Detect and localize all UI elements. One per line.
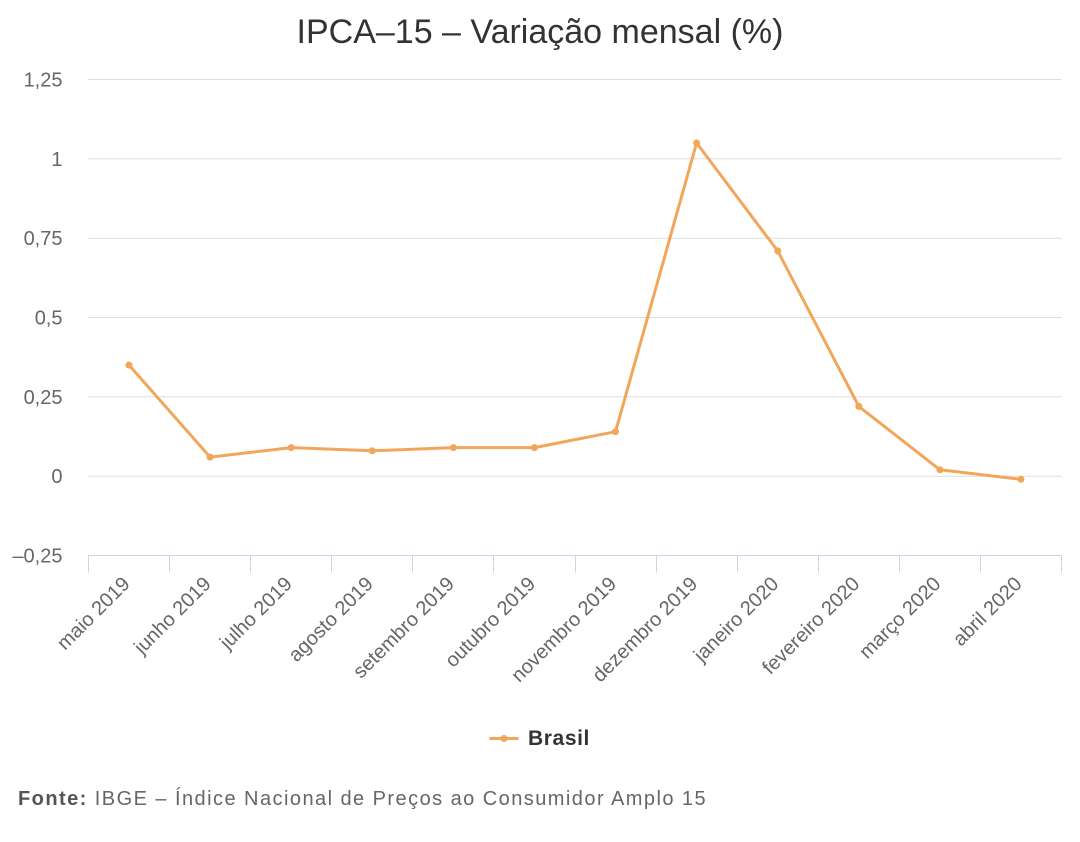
svg-text:1: 1 bbox=[51, 149, 62, 171]
svg-text:1,25: 1,25 bbox=[24, 70, 63, 92]
svg-text:0: 0 bbox=[51, 466, 62, 488]
svg-text:IPCA–15 – Variação mensal (%): IPCA–15 – Variação mensal (%) bbox=[297, 13, 784, 51]
svg-text:0,75: 0,75 bbox=[24, 228, 63, 250]
svg-text:0,25: 0,25 bbox=[24, 387, 63, 409]
svg-text:Fonte: IBGE – Índice Nacional: Fonte: IBGE – Índice Nacional de Preços … bbox=[18, 787, 707, 810]
svg-text:0,5: 0,5 bbox=[35, 308, 63, 330]
svg-text:Brasil: Brasil bbox=[528, 727, 590, 750]
svg-text:–0,25: –0,25 bbox=[12, 546, 62, 568]
